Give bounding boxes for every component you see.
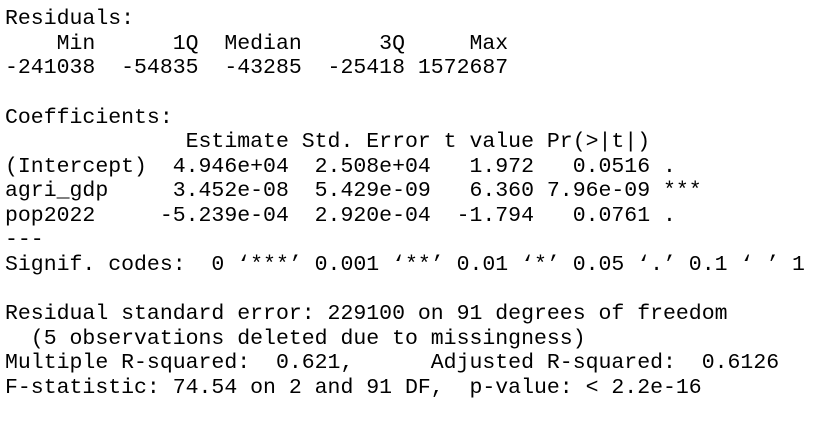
output-line: Estimate Std. Error t value Pr(>|t|) (5, 130, 702, 154)
console-output: Residuals: Min 1Q Median 3Q Max -241038 … (5, 7, 816, 425)
output-line: -241038 -54835 -43285 -25418 1572687 (5, 56, 522, 80)
output-line: Multiple R-squared: 0.621, Adjusted R-sq… (5, 351, 793, 375)
output-line: --- (5, 228, 44, 252)
output-line: agri_gdp 3.452e-08 5.429e-09 6.360 7.96e… (5, 179, 702, 203)
output-line: Residuals: (5, 7, 135, 31)
output-line: Signif. codes: 0 ‘***’ 0.001 ‘**’ 0.01 ‘… (5, 252, 805, 277)
output-block: Residuals: Min 1Q Median 3Q Max -241038 … (5, 7, 816, 81)
output-line: (5 observations deleted due to missingne… (5, 326, 586, 351)
output-line: F-statistic: 74.54 on 2 and 91 DF, p-val… (5, 375, 702, 400)
output-line: (Intercept) 4.946e+04 2.508e+04 1.972 0.… (5, 154, 702, 179)
output-line: Coefficients: (5, 105, 173, 130)
output-line: Min 1Q Median 3Q Max (5, 31, 522, 56)
output-block: Residual standard error: 229100 on 91 de… (5, 302, 816, 400)
output-line: Residual standard error: 229100 on 91 de… (5, 302, 728, 326)
output-line: pop2022 -5.239e-04 2.920e-04 -1.794 0.07… (5, 203, 702, 228)
output-block: Coefficients: Estimate Std. Error t valu… (5, 106, 816, 278)
